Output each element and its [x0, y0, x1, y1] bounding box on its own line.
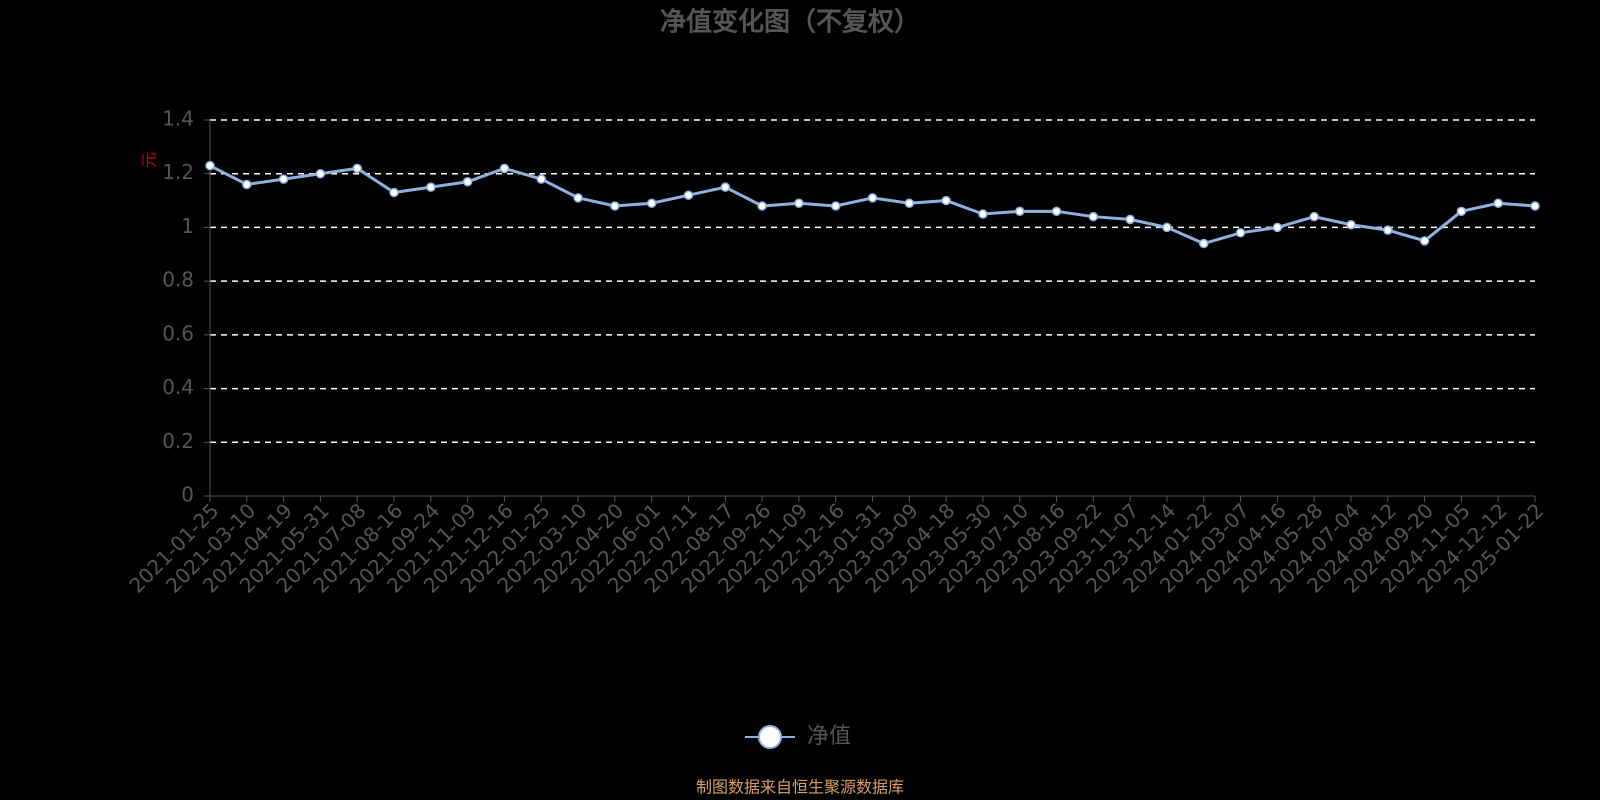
point [683, 190, 694, 200]
y-tick-label: 0 [181, 483, 194, 507]
point [242, 179, 252, 190]
point [941, 195, 951, 206]
point [1162, 222, 1172, 233]
point [205, 160, 215, 171]
y-tick-label: 0.2 [162, 429, 194, 453]
point [904, 198, 915, 209]
point [1309, 211, 1319, 222]
point [1272, 222, 1283, 233]
point [315, 168, 326, 179]
point [1456, 206, 1467, 217]
point [536, 174, 546, 184]
chart-title: 净值变化图（不复权） [660, 7, 920, 38]
point [426, 182, 436, 192]
point [720, 182, 731, 192]
point [1199, 238, 1209, 249]
point [1419, 236, 1430, 246]
source-note: 制图数据来自恒生聚源数据库 [696, 778, 904, 797]
point [757, 201, 767, 211]
y-tick-label: 0.8 [162, 268, 194, 292]
point [573, 193, 583, 203]
point [1383, 225, 1393, 235]
point [389, 187, 399, 198]
y-axis-label: 元 [140, 152, 159, 168]
y-tick-label: 1 [181, 214, 194, 238]
point [1088, 211, 1099, 222]
point [499, 163, 510, 174]
point [794, 198, 804, 209]
point [462, 177, 473, 187]
y-tick-label: 0.4 [162, 375, 194, 399]
point [1051, 206, 1062, 217]
legend-label: 净值 [807, 724, 851, 749]
point [830, 201, 841, 211]
y-tick-label: 1.4 [162, 107, 194, 131]
y-tick-label: 0.6 [162, 321, 194, 345]
point [646, 198, 657, 209]
point [1014, 206, 1025, 217]
point [1235, 228, 1246, 238]
point [978, 209, 988, 219]
point [1493, 198, 1503, 209]
point [1125, 214, 1135, 225]
point [1346, 219, 1356, 230]
legend-marker [758, 725, 782, 749]
point [1530, 201, 1540, 211]
point [610, 201, 620, 211]
point [352, 163, 362, 174]
point [278, 174, 289, 184]
point [867, 193, 878, 203]
y-tick-label: 1.2 [162, 160, 194, 184]
